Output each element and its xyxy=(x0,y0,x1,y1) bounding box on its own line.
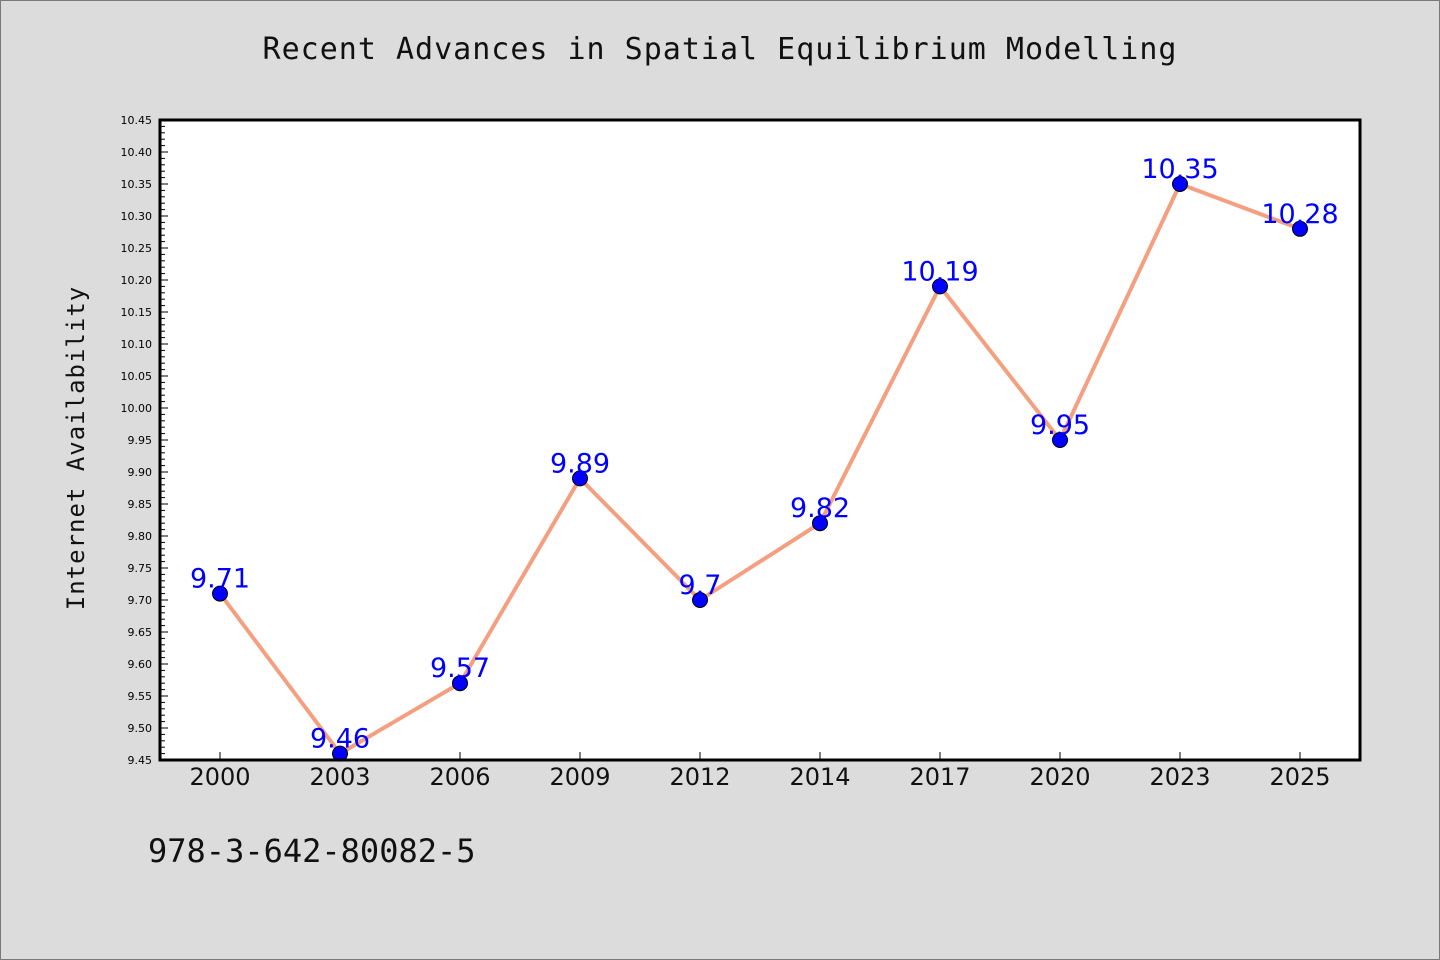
y-tick-label: 9.55 xyxy=(128,690,153,703)
x-tick-label: 2006 xyxy=(429,763,490,791)
x-tick-label: 2020 xyxy=(1029,763,1090,791)
data-point xyxy=(692,592,708,608)
data-label: 9.71 xyxy=(190,564,250,595)
data-label: 9.57 xyxy=(430,653,490,684)
y-tick-label: 9.65 xyxy=(128,626,153,639)
y-tick-label: 10.00 xyxy=(121,402,153,415)
y-tick-label: 9.60 xyxy=(128,658,153,671)
data-point xyxy=(812,515,828,532)
chart-title: Recent Advances in Spatial Equilibrium M… xyxy=(262,32,1178,67)
data-point xyxy=(572,470,588,487)
data-label: 10.35 xyxy=(1141,154,1218,185)
x-tick-label: 2003 xyxy=(309,763,370,791)
x-tick-label: 2012 xyxy=(669,763,730,791)
data-label: 9.89 xyxy=(550,448,610,479)
y-tick-label: 10.45 xyxy=(121,114,153,127)
x-axis: 2000 2003 2006 2009 2012 2014 2017 2020 2023 2025 xyxy=(189,752,1331,791)
x-tick-label: 2014 xyxy=(789,763,850,791)
y-tick-label: 10.10 xyxy=(121,338,153,351)
y-tick-label: 9.45 xyxy=(128,754,153,767)
x-tick-label: 2009 xyxy=(549,763,610,791)
series-line xyxy=(218,182,1301,756)
y-tick-label: 10.30 xyxy=(121,210,153,223)
plot-area xyxy=(160,120,1360,760)
isbn-text: 978-3-642-80082-5 xyxy=(148,832,476,870)
x-tick-label: 2000 xyxy=(189,763,250,791)
y-tick-label: 9.80 xyxy=(128,530,153,543)
y-tick-label: 10.35 xyxy=(121,178,153,191)
data-label: 10.28 xyxy=(1261,199,1338,230)
data-point xyxy=(452,675,468,692)
x-tick-label: 2017 xyxy=(909,763,970,791)
y-tick-label: 9.75 xyxy=(128,562,153,575)
data-point xyxy=(1052,432,1068,448)
y-tick-label: 9.90 xyxy=(128,466,153,479)
series-group: 9.71 9.46 9.57 9.89 9.7 9.82 10.19 9.95 10.35 10.… xyxy=(190,154,1339,762)
plot-border xyxy=(158,118,1362,762)
data-point xyxy=(212,585,228,602)
y-tick-label: 10.25 xyxy=(121,242,153,255)
y-tick-label: 9.50 xyxy=(128,722,153,735)
x-tick-label: 2025 xyxy=(1269,763,1330,791)
data-point xyxy=(1292,220,1308,237)
y-tick-label: 10.15 xyxy=(121,306,153,319)
y-tick-label: 10.05 xyxy=(121,370,153,383)
y-tick-label: 9.95 xyxy=(128,434,153,447)
data-point xyxy=(932,278,948,295)
data-label: 10.19 xyxy=(901,256,978,287)
y-tick-label: 9.85 xyxy=(128,498,153,511)
y-tick-label: 9.70 xyxy=(128,594,153,607)
data-label: 9.46 xyxy=(310,724,370,755)
data-label: 9.82 xyxy=(790,493,850,524)
y-tick-label: 10.20 xyxy=(121,274,153,287)
y-axis: 9.45 9.50 9.55 9.60 9.65 9.70 9.75 9.80 9.85 9.90… xyxy=(121,114,168,767)
data-label: 9.7 xyxy=(679,570,722,601)
data-label: 9.95 xyxy=(1030,410,1090,441)
x-tick-label: 2023 xyxy=(1149,763,1210,791)
y-tick-label: 10.40 xyxy=(121,146,153,159)
data-point xyxy=(1172,176,1188,192)
